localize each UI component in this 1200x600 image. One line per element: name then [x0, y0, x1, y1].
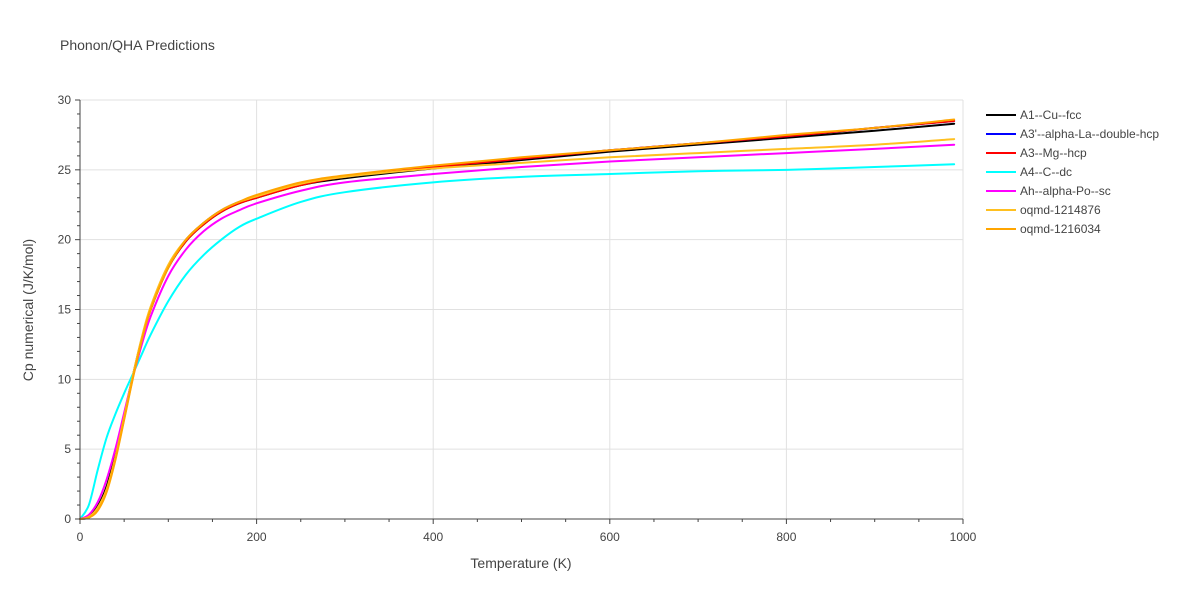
- series-layer: [79, 118, 956, 520]
- x-tick-label: 600: [600, 530, 620, 544]
- series-line-a4-c-dc[interactable]: [79, 163, 956, 520]
- x-tick-label: 400: [423, 530, 443, 544]
- series-line-oqmd-1216034[interactable]: [79, 118, 956, 520]
- x-tick-label: 1000: [950, 530, 977, 544]
- legend-label: A3--Mg--hcp: [1020, 146, 1087, 160]
- series-line-a3-mg-hcp[interactable]: [79, 119, 956, 520]
- series-line-a3-alpha-la-double-hcp[interactable]: [79, 119, 956, 520]
- series-line-a1-cu-fcc[interactable]: [79, 122, 956, 520]
- y-tick-label: 25: [58, 163, 72, 177]
- legend-item-oqmd-1214876[interactable]: oqmd-1214876: [986, 203, 1101, 217]
- y-tick-label: 30: [58, 93, 72, 107]
- legend-label: oqmd-1216034: [1020, 222, 1101, 236]
- y-tick-label: 15: [58, 303, 72, 317]
- chart-title: Phonon/QHA Predictions: [60, 37, 215, 53]
- legend-item-a3-alpha-la-double-hcp[interactable]: A3'--alpha-La--double-hcp: [986, 127, 1159, 141]
- x-tick-label: 0: [77, 530, 84, 544]
- y-tick-label: 20: [58, 233, 72, 247]
- x-tick-label: 200: [247, 530, 267, 544]
- x-tick-label: 800: [776, 530, 796, 544]
- series-line-ah-alpha-po-sc[interactable]: [79, 143, 956, 520]
- y-tick-label: 0: [64, 512, 71, 526]
- y-tick-label: 5: [64, 442, 71, 456]
- axis-layer: 0 200 400 600 800 1000 0 5 10 15 20 25 30: [58, 93, 977, 544]
- legend-label: A1--Cu--fcc: [1020, 108, 1081, 122]
- legend-label: A3'--alpha-La--double-hcp: [1020, 127, 1159, 141]
- legend-label: oqmd-1214876: [1020, 203, 1101, 217]
- legend-item-oqmd-1216034[interactable]: oqmd-1216034: [986, 222, 1101, 236]
- legend-item-a1-cu-fcc[interactable]: A1--Cu--fcc: [986, 108, 1081, 122]
- legend-item-ah-alpha-po-sc[interactable]: Ah--alpha-Po--sc: [986, 184, 1111, 198]
- legend-item-a3-mg-hcp[interactable]: A3--Mg--hcp: [986, 146, 1087, 160]
- y-tick-label: 10: [58, 372, 72, 386]
- y-axis-title: Cp numerical (J/K/mol): [20, 239, 36, 381]
- series-line-oqmd-1214876[interactable]: [79, 138, 956, 520]
- legend-label: A4--C--dc: [1020, 165, 1072, 179]
- legend-label: Ah--alpha-Po--sc: [1020, 184, 1111, 198]
- legend: A1--Cu--fcc A3'--alpha-La--double-hcp A3--…: [986, 108, 1159, 236]
- legend-item-a4-c-dc[interactable]: A4--C--dc: [986, 165, 1072, 179]
- x-axis-title: Temperature (K): [470, 555, 571, 571]
